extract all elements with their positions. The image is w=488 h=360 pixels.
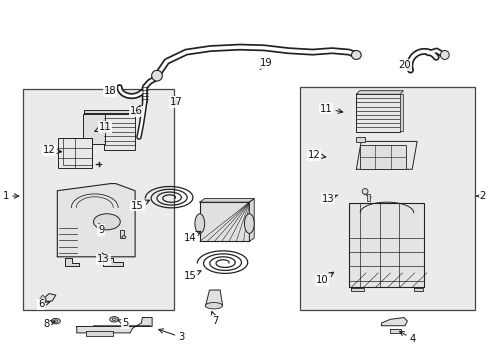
Polygon shape	[39, 295, 46, 302]
Ellipse shape	[93, 214, 120, 230]
Text: 12: 12	[42, 145, 61, 156]
Bar	[356, 94, 399, 132]
Text: 18: 18	[104, 86, 116, 96]
Polygon shape	[389, 329, 400, 333]
Ellipse shape	[51, 319, 60, 324]
Polygon shape	[200, 202, 249, 242]
Polygon shape	[351, 288, 363, 292]
Polygon shape	[249, 199, 254, 242]
Polygon shape	[413, 288, 423, 292]
Text: 19: 19	[260, 58, 272, 69]
Text: 11: 11	[95, 122, 111, 132]
Text: 4: 4	[399, 331, 414, 344]
Ellipse shape	[54, 320, 58, 322]
Polygon shape	[57, 184, 135, 257]
Ellipse shape	[351, 50, 361, 59]
Ellipse shape	[195, 214, 204, 233]
Text: 7: 7	[211, 312, 218, 326]
Polygon shape	[41, 294, 56, 303]
Text: 6: 6	[38, 299, 50, 309]
Polygon shape	[205, 290, 222, 306]
Text: 14: 14	[183, 231, 200, 243]
Ellipse shape	[122, 236, 125, 239]
Bar	[355, 138, 364, 142]
Bar	[366, 194, 370, 202]
Text: 11: 11	[319, 104, 342, 113]
Text: 3: 3	[159, 329, 184, 342]
Ellipse shape	[112, 318, 116, 320]
Text: 16: 16	[130, 105, 142, 116]
Polygon shape	[348, 203, 424, 287]
Polygon shape	[356, 91, 403, 94]
Text: 9: 9	[98, 224, 104, 235]
Text: 15: 15	[131, 200, 149, 211]
Text: 13: 13	[321, 194, 337, 203]
Text: 13: 13	[97, 253, 110, 264]
Bar	[119, 230, 124, 238]
Ellipse shape	[151, 70, 162, 81]
Ellipse shape	[362, 189, 367, 194]
Polygon shape	[86, 331, 113, 337]
Polygon shape	[171, 98, 177, 102]
Text: 20: 20	[398, 60, 412, 70]
Polygon shape	[200, 199, 254, 202]
Bar	[104, 114, 134, 150]
Text: 2: 2	[475, 191, 485, 201]
Text: 5: 5	[118, 318, 128, 328]
Bar	[58, 138, 92, 168]
Polygon shape	[64, 257, 79, 266]
Text: 17: 17	[170, 97, 183, 107]
Ellipse shape	[440, 50, 448, 59]
Bar	[300, 87, 474, 310]
Ellipse shape	[244, 214, 254, 233]
Polygon shape	[84, 111, 137, 113]
Ellipse shape	[205, 302, 222, 309]
Polygon shape	[399, 94, 403, 131]
Text: 12: 12	[307, 150, 325, 160]
Polygon shape	[77, 318, 152, 333]
Text: 15: 15	[183, 271, 201, 281]
Bar	[82, 114, 104, 144]
Text: 10: 10	[315, 272, 333, 285]
Text: 1: 1	[3, 191, 19, 201]
Polygon shape	[381, 318, 407, 326]
Polygon shape	[103, 257, 122, 266]
Bar	[23, 89, 174, 310]
Ellipse shape	[110, 317, 118, 322]
Bar	[359, 145, 406, 169]
Polygon shape	[356, 141, 416, 169]
Bar	[63, 138, 92, 165]
Text: 8: 8	[43, 319, 55, 329]
